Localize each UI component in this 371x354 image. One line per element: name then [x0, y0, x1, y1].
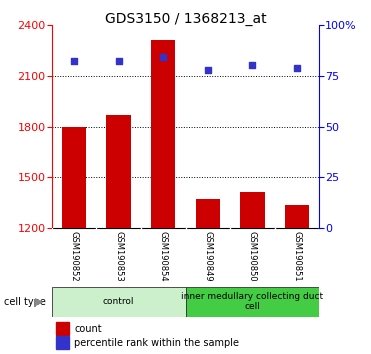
Text: GSM190853: GSM190853 — [114, 231, 123, 282]
Bar — [240, 192, 265, 228]
Point — [71, 58, 77, 64]
Point — [116, 58, 122, 64]
Bar — [285, 205, 309, 228]
Text: GSM190852: GSM190852 — [70, 231, 79, 282]
Bar — [52, 287, 186, 317]
Text: control: control — [103, 297, 134, 306]
Bar — [106, 115, 131, 228]
Text: cell type: cell type — [4, 297, 46, 307]
Text: count: count — [74, 324, 102, 333]
Text: inner medullary collecting duct
cell: inner medullary collecting duct cell — [181, 292, 324, 312]
Bar — [186, 287, 319, 317]
Bar — [151, 40, 175, 228]
Text: GSM190850: GSM190850 — [248, 231, 257, 282]
Point — [249, 63, 255, 68]
Text: percentile rank within the sample: percentile rank within the sample — [74, 338, 239, 348]
Point — [160, 55, 166, 60]
Text: GSM190851: GSM190851 — [292, 231, 301, 282]
Text: GSM190849: GSM190849 — [203, 231, 212, 282]
Bar — [62, 126, 86, 228]
Point — [294, 65, 300, 70]
Text: ▶: ▶ — [35, 297, 43, 307]
Text: GSM190854: GSM190854 — [159, 231, 168, 282]
Point — [205, 67, 211, 72]
Text: GDS3150 / 1368213_at: GDS3150 / 1368213_at — [105, 12, 266, 27]
Bar — [196, 200, 220, 228]
